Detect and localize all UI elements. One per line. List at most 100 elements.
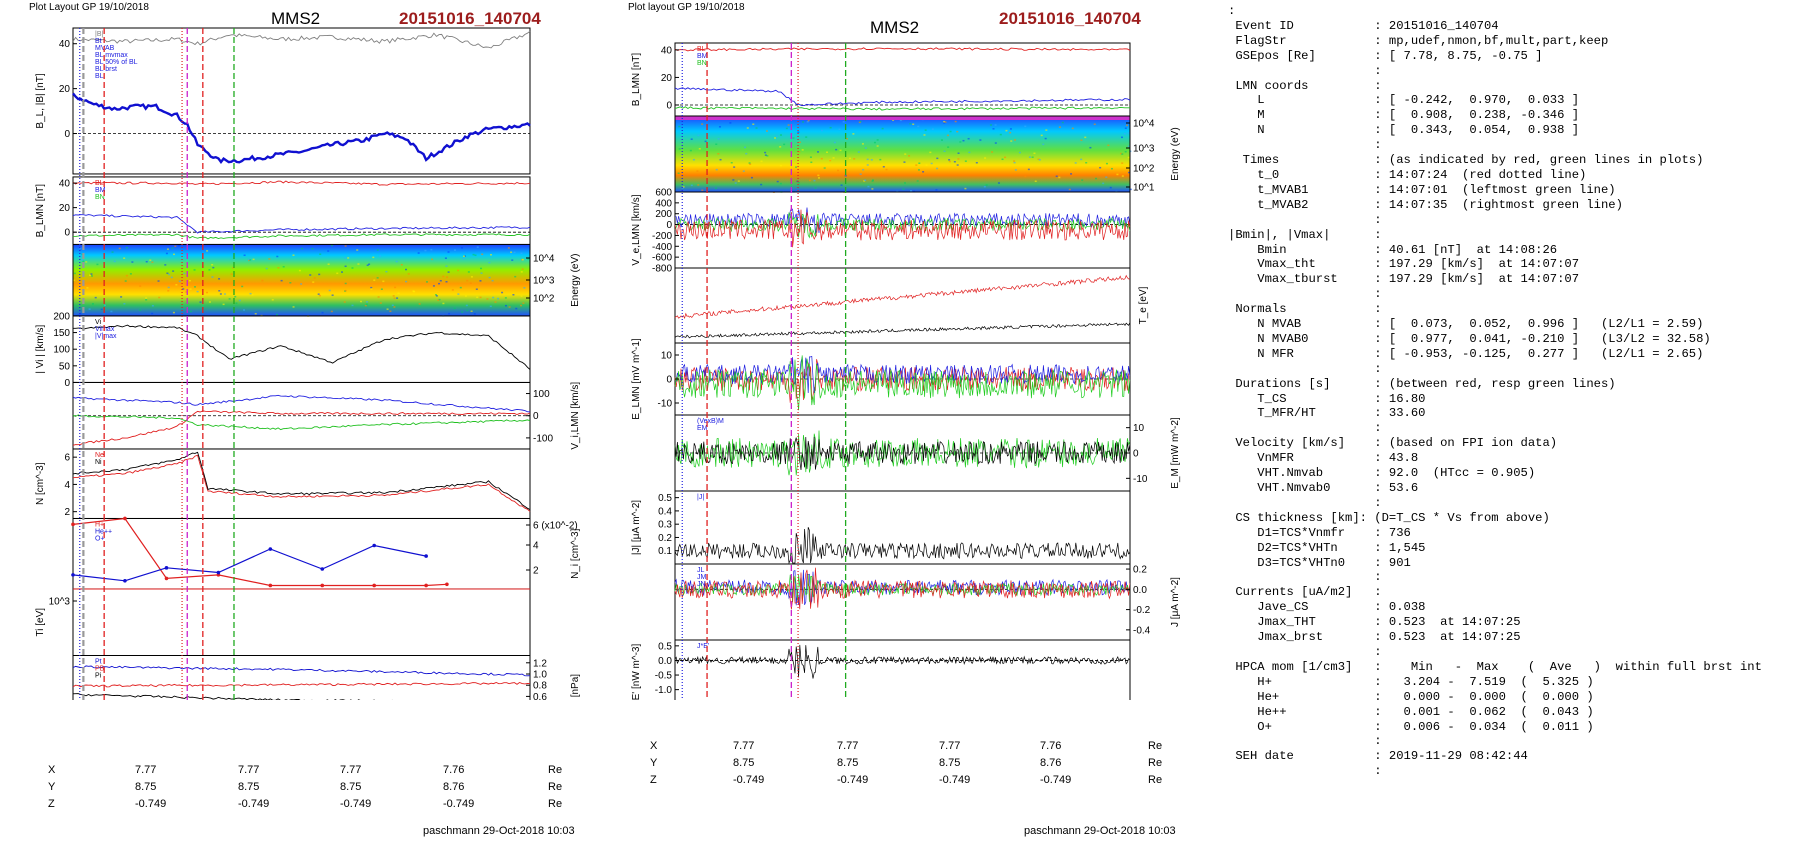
axis-label: E_LMN [mV m^-1] [631, 338, 642, 420]
panel-frame [72, 517, 531, 590]
position-value: -0.749 [443, 798, 475, 810]
info-line: He+ : 0.000 - 0.000 ( 0.000 ) [1228, 689, 1594, 704]
spectrogram-pixel [798, 151, 801, 153]
spectrogram-pixel [810, 161, 813, 164]
spectrogram-pixel [750, 176, 753, 179]
spectrogram-pixel [839, 149, 842, 152]
spectrogram-pixel [903, 182, 906, 184]
spectrogram-pixel [846, 137, 849, 140]
spectrogram-pixel [397, 292, 400, 295]
spectrogram-pixel [228, 298, 231, 300]
spectrogram-pixel [230, 273, 233, 275]
spectrogram-pixel [943, 122, 946, 124]
spectrogram-pixel [1068, 188, 1071, 191]
spectrogram-pixel [1028, 156, 1031, 158]
series-line [675, 207, 1131, 234]
spectrogram-pixel [382, 280, 385, 283]
series-line [674, 106, 1130, 111]
spectrogram-pixel [178, 280, 181, 283]
tick-label: 2 [533, 566, 539, 577]
spectrogram-pixel [1081, 179, 1084, 181]
series-line [72, 693, 393, 700]
spectrogram-pixel [857, 151, 860, 153]
spectrogram-pixel [1089, 146, 1092, 149]
spectrogram-pixel [935, 189, 938, 191]
info-line: Jmax_brst : 0.523 at 14:07:25 [1228, 630, 1521, 645]
tick-label: 600 [655, 188, 672, 199]
spectrogram-pixel [438, 298, 441, 301]
spectrogram-pixel [511, 259, 514, 261]
spectrogram-pixel [1125, 124, 1128, 127]
spectrogram-pixel [271, 299, 274, 301]
spectrogram-pixel [224, 293, 227, 295]
spectrogram-pixel [151, 312, 154, 315]
spectrogram-pixel [157, 280, 160, 282]
spectrogram-pixel [697, 184, 700, 186]
spectrogram-pixel [809, 156, 812, 158]
spectrogram-pixel [1014, 169, 1017, 171]
spectrogram-pixel [801, 149, 804, 151]
spectrogram-pixel [992, 128, 995, 130]
tick-label: 0 [666, 100, 672, 111]
spectrogram-pixel [82, 260, 85, 263]
tick-label: 0.2 [1133, 565, 1147, 576]
spectrogram-pixel [912, 123, 915, 125]
legend-entry: |V|max [95, 333, 117, 340]
spectrogram-pixel [748, 162, 751, 164]
spectrogram-pixel [909, 123, 912, 125]
tick-label: 200 [53, 311, 70, 322]
series-line [72, 394, 531, 413]
spectrogram-pixel [956, 164, 959, 166]
spectrogram-pixel [475, 288, 478, 290]
spectrogram-pixel [373, 279, 376, 281]
spectrogram-pixel [1001, 158, 1004, 161]
spectrogram-pixel [817, 174, 820, 177]
spectrogram-pixel [994, 142, 997, 144]
tick-label: 0.8 [533, 681, 547, 692]
tick-label: 0 [64, 228, 70, 239]
spectrogram-pixel [853, 158, 856, 160]
event-info-text: : Event ID : 20151016_140704 FlagStr : m… [1228, 4, 1762, 779]
spectrogram-pixel [435, 295, 438, 297]
tick-label: 10^1 [1133, 183, 1155, 194]
spectrogram-pixel [1093, 123, 1096, 126]
spectrogram-pixel [1105, 162, 1108, 165]
axis-label: Energy (eV) [570, 254, 581, 307]
spectrogram-pixel [690, 184, 693, 187]
spectrogram-pixel [936, 167, 939, 170]
spectrogram-pixel [208, 301, 211, 303]
spectrogram-pixel [817, 151, 820, 153]
spectrogram-pixel [959, 141, 962, 143]
spectrogram-pixel [113, 260, 116, 263]
spectrogram-pixel [389, 310, 392, 313]
spectrogram-pixel [985, 184, 988, 186]
spectrogram-pixel [312, 281, 315, 283]
spectrogram-pixel [386, 308, 389, 310]
spectrogram-pixel [792, 137, 795, 139]
spectrogram-pixel [916, 180, 919, 182]
spectrogram-pixel [918, 162, 921, 164]
spectrogram-pixel [1120, 152, 1123, 155]
spectrogram-pixel [100, 308, 103, 311]
spectrogram-pixel [241, 285, 244, 288]
legend-entry: O+ [95, 535, 105, 542]
spectrogram-pixel [760, 160, 763, 163]
spectrogram-pixel [317, 293, 320, 295]
spectrogram-pixel [1084, 136, 1087, 139]
spectrogram-pixel [1120, 136, 1123, 139]
info-line: : [1228, 764, 1382, 779]
tick-label: 150 [53, 328, 70, 339]
spectrogram-pixel [277, 267, 280, 269]
spectrogram-pixel [164, 264, 167, 266]
position-value: 7.77 [837, 740, 859, 752]
position-value: -0.749 [837, 774, 869, 786]
legend-entry: BN [95, 194, 105, 201]
spectrogram-pixel [1099, 166, 1102, 169]
position-value: -0.749 [733, 774, 765, 786]
spectrogram-pixel [1127, 156, 1130, 159]
tick-label: 0.5 [658, 641, 672, 652]
legend-entry: EM [697, 425, 708, 432]
